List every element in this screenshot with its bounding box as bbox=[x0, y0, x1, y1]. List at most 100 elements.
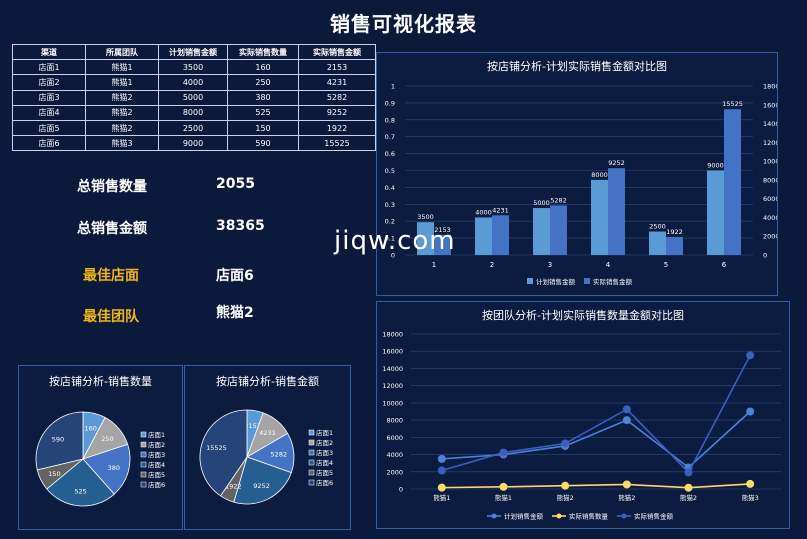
bar-actual-label: 5282 bbox=[550, 196, 567, 204]
table-cell: 熊猫1 bbox=[85, 74, 159, 91]
y-tick-label: 14000 bbox=[382, 365, 403, 373]
legend-swatch bbox=[308, 439, 315, 446]
legend-swatch-actual bbox=[584, 278, 590, 284]
qty-pie-panel: 按店铺分析-销售数量 160 250 380 525 150 590 店面1 店面2 店面3 店面… bbox=[18, 365, 183, 530]
bar-actual-label: 1922 bbox=[666, 228, 683, 236]
series-point bbox=[746, 407, 755, 416]
table-cell: 8000 bbox=[158, 104, 228, 121]
pie-data-label: 9252 bbox=[253, 482, 270, 490]
chart-title: 按团队分析-计划实际销售数量金额对比图 bbox=[482, 309, 684, 322]
left-tick-label: 1 bbox=[391, 83, 395, 91]
left-tick-label: 0.3 bbox=[385, 201, 395, 209]
series-point bbox=[499, 448, 508, 457]
table-header-row: 渠道 所属团队 计划销售金额 实际销售数量 实际销售金额 bbox=[12, 43, 376, 61]
kpi-best-store-value: 店面6 bbox=[216, 268, 254, 284]
y-tick-label: 2000 bbox=[386, 468, 403, 476]
bar-plan bbox=[475, 217, 492, 255]
bar-actual-label: 9252 bbox=[608, 159, 625, 167]
y-tick-label: 6000 bbox=[386, 434, 403, 442]
pie-data-label: 2153 bbox=[244, 422, 261, 430]
x-tick-label: 1 bbox=[432, 261, 436, 269]
bar-plan-label: 5000 bbox=[533, 199, 550, 207]
series-line bbox=[441, 354, 751, 474]
table-cell: 熊猫1 bbox=[85, 59, 159, 76]
legend-swatch-plan bbox=[527, 278, 533, 284]
left-tick-label: 0 bbox=[391, 252, 395, 260]
x-tick-label: 4 bbox=[606, 261, 611, 269]
legend-label: 店面3 bbox=[316, 448, 333, 457]
x-tick-label: 熊猫2 bbox=[557, 493, 574, 502]
legend-marker bbox=[621, 513, 627, 519]
pie-data-label: 525 bbox=[74, 487, 86, 495]
left-tick-label: 0.8 bbox=[385, 116, 395, 124]
right-tick-label: 4000 bbox=[763, 214, 777, 222]
team-line-panel: 按团队分析-计划实际销售数量金额对比图 0 2000 4000 6000 8000 100… bbox=[376, 301, 790, 529]
y-tick-label: 8000 bbox=[386, 417, 403, 425]
series-point bbox=[499, 482, 508, 491]
legend-swatch bbox=[140, 471, 147, 478]
right-tick-label: 12000 bbox=[763, 139, 777, 147]
table-cell: 525 bbox=[227, 104, 299, 121]
chart-title: 按店铺分析-销售金额 bbox=[216, 375, 319, 388]
table-row: 店面2 熊猫1 4000 250 4231 bbox=[12, 74, 376, 91]
table-cell: 160 bbox=[227, 59, 299, 76]
legend-swatch bbox=[140, 431, 147, 438]
left-tick-label: 0.9 bbox=[385, 99, 395, 107]
pie-slice bbox=[199, 409, 248, 497]
amount-pie-panel: 按店铺分析-销售金额 2153 4231 5282 9252 1922 15525 店面1 店… bbox=[184, 365, 351, 530]
legend-label: 计划销售金额 bbox=[504, 512, 544, 521]
legend-label: 店面5 bbox=[316, 468, 333, 477]
series-point bbox=[622, 405, 631, 414]
left-tick-label: 0.4 bbox=[385, 184, 395, 192]
bar-plan-label: 2500 bbox=[649, 223, 666, 231]
table-cell: 店面2 bbox=[12, 74, 86, 91]
right-tick-label: 16000 bbox=[763, 101, 777, 109]
bar-plan bbox=[649, 231, 666, 255]
legend-label: 店面2 bbox=[316, 438, 333, 447]
left-tick-label: 0.7 bbox=[385, 133, 395, 141]
bar-actual bbox=[666, 236, 683, 255]
table-cell: 9000 bbox=[158, 135, 228, 152]
legend-marker bbox=[556, 513, 562, 519]
legend-label: 计划销售金额 bbox=[536, 277, 576, 286]
table-cell: 店面6 bbox=[12, 135, 86, 152]
left-tick-label: 0.6 bbox=[385, 150, 395, 158]
legend-swatch bbox=[140, 461, 147, 468]
x-tick-label: 熊猫2 bbox=[618, 493, 635, 502]
right-tick-label: 2000 bbox=[763, 233, 777, 241]
table-row: 店面1 熊猫1 3500 160 2153 bbox=[12, 59, 376, 76]
legend-swatch bbox=[140, 441, 147, 448]
series-line bbox=[441, 483, 751, 489]
table-cell: 熊猫3 bbox=[85, 135, 159, 152]
bar-plan bbox=[417, 222, 434, 255]
table-row: 店面4 熊猫2 8000 525 9252 bbox=[12, 104, 376, 121]
bar-actual bbox=[550, 205, 567, 255]
y-tick-label: 4000 bbox=[386, 451, 403, 459]
legend-swatch bbox=[308, 479, 315, 486]
table-row: 店面6 熊猫3 9000 590 15525 bbox=[12, 135, 376, 152]
table-cell: 熊猫2 bbox=[85, 89, 159, 106]
legend-swatch bbox=[308, 469, 315, 476]
legend-label: 店面4 bbox=[148, 460, 165, 469]
watermark-text: jiqw.com bbox=[334, 226, 456, 256]
kpi-total-amount-label: 总销售金额 bbox=[77, 221, 147, 237]
y-tick-label: 10000 bbox=[382, 399, 403, 407]
kpi-total-amount-value: 38365 bbox=[216, 218, 265, 234]
left-tick-label: 0.2 bbox=[385, 218, 395, 226]
pie-slice bbox=[233, 456, 292, 505]
series-point bbox=[684, 468, 693, 477]
legend-label: 实际销售数量 bbox=[569, 512, 609, 521]
legend-swatch bbox=[308, 429, 315, 436]
chart-title: 按店铺分析-计划实际销售金额对比图 bbox=[487, 60, 667, 73]
right-tick-label: 0 bbox=[763, 252, 767, 260]
legend-label: 店面6 bbox=[316, 478, 333, 487]
right-tick-label: 14000 bbox=[763, 120, 777, 128]
x-tick-label: 5 bbox=[664, 261, 668, 269]
series-point bbox=[437, 466, 446, 475]
right-tick-label: 18000 bbox=[763, 83, 777, 91]
pie-data-label: 250 bbox=[101, 435, 113, 443]
table-cell: 店面1 bbox=[12, 59, 86, 76]
bar-plan-label: 4000 bbox=[475, 208, 492, 216]
series-point bbox=[437, 454, 446, 463]
